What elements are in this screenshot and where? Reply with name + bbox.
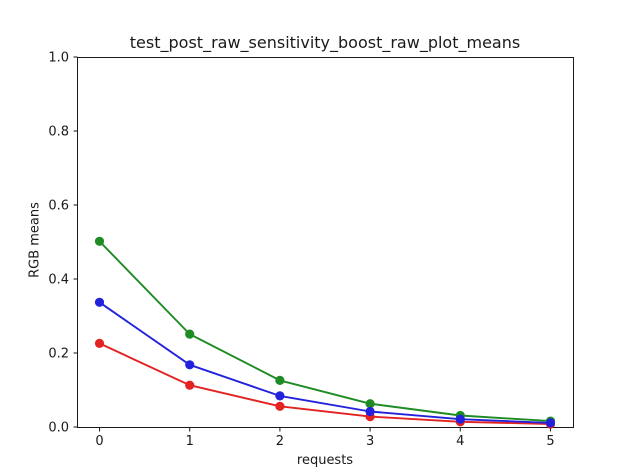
y-tick-label: 0.4	[48, 273, 69, 288]
y-tick-label: 0.2	[48, 347, 69, 362]
x-tick-label: 3	[366, 434, 374, 449]
series-marker-red	[275, 401, 285, 411]
y-tick-label: 0.0	[48, 421, 69, 436]
series-line-red	[99, 342, 551, 425]
y-tick-label: 1.0	[48, 51, 69, 66]
series-marker-blue	[365, 406, 375, 417]
x-tick-label: 0	[95, 434, 103, 449]
series-line-blue	[98, 301, 551, 424]
x-tick-label: 4	[456, 434, 464, 449]
series-marker-red	[94, 338, 105, 348]
axes-frame	[77, 57, 574, 428]
x-tick-label: 2	[276, 434, 284, 449]
series-marker-green	[94, 236, 105, 246]
x-tick-label: 5	[546, 434, 554, 449]
y-tick-label: 0.8	[48, 125, 69, 140]
series-marker-blue	[545, 418, 556, 428]
series-marker-blue	[94, 297, 105, 307]
chart-title: test_post_raw_sensitivity_boost_raw_plot…	[129, 33, 521, 52]
x-axis-label: requests	[296, 453, 354, 468]
series-marker-green	[275, 375, 285, 385]
series-marker-blue	[275, 391, 285, 401]
x-tick-label: 1	[186, 434, 194, 449]
series-marker-blue	[185, 360, 195, 370]
series-marker-red	[185, 380, 195, 390]
y-tick-label: 0.6	[48, 199, 69, 214]
series-marker-green	[365, 399, 375, 409]
series-marker-green	[185, 329, 195, 339]
series-line-green	[98, 240, 551, 423]
series-marker-blue	[455, 414, 465, 424]
